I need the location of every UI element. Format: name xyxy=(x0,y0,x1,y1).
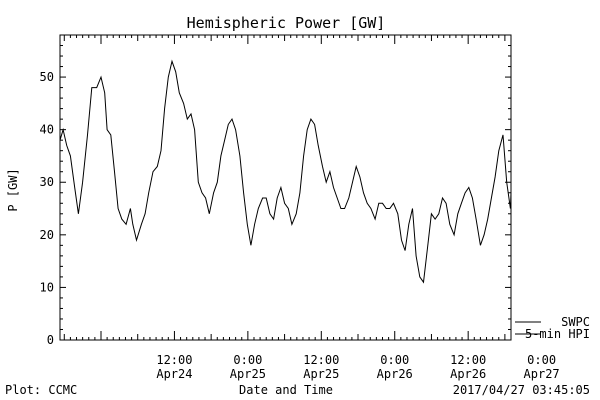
x-axis-label: Date and Time xyxy=(239,383,333,397)
x-axis-ticks: 12:00Apr240:00Apr2512:00Apr250:00Apr2612… xyxy=(63,35,560,381)
x-tick-label-date: Apr27 xyxy=(524,367,560,381)
x-tick-label-time: 12:00 xyxy=(450,353,486,367)
y-tick-label: 50 xyxy=(40,70,54,84)
x-tick-label-time: 0:00 xyxy=(380,353,409,367)
x-tick-label-time: 12:00 xyxy=(303,353,339,367)
y-tick-label: 10 xyxy=(40,280,54,294)
series-line-hpi xyxy=(59,59,512,284)
x-tick-label-date: Apr24 xyxy=(156,367,192,381)
y-tick-label: 20 xyxy=(40,228,54,242)
chart-title: Hemispheric Power [GW] xyxy=(187,14,386,32)
x-tick-label-date: Apr26 xyxy=(377,367,413,381)
footer-plot-credit: Plot: CCMC xyxy=(5,383,77,397)
y-axis-label: P [GW] xyxy=(6,168,20,211)
x-tick-label-date: Apr26 xyxy=(450,367,486,381)
x-tick-label-time: 0:00 xyxy=(233,353,262,367)
legend-label: SWPC xyxy=(561,315,590,329)
y-tick-label: 40 xyxy=(40,123,54,137)
series-layer xyxy=(59,59,512,284)
x-tick-label-time: 12:00 xyxy=(156,353,192,367)
y-tick-label: 0 xyxy=(47,333,54,347)
y-tick-label: 30 xyxy=(40,175,54,189)
x-tick-label-date: Apr25 xyxy=(303,367,339,381)
y-axis-ticks: 0 10 20 30 40 50 xyxy=(40,34,511,347)
x-tick-label-time: 0:00 xyxy=(527,353,556,367)
x-tick-label-date: Apr25 xyxy=(230,367,266,381)
legend-label: 5-min HPI xyxy=(525,327,590,341)
plot-frame xyxy=(59,34,512,341)
footer-timestamp: 2017/04/27 03:45:05 xyxy=(453,383,590,397)
